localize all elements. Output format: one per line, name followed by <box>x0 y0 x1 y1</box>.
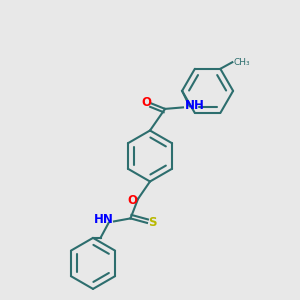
Text: O: O <box>141 95 151 109</box>
Text: O: O <box>128 194 138 207</box>
Text: NH: NH <box>184 99 204 112</box>
Text: CH₃: CH₃ <box>234 58 250 67</box>
Text: S: S <box>148 216 157 230</box>
Text: HN: HN <box>94 213 113 226</box>
